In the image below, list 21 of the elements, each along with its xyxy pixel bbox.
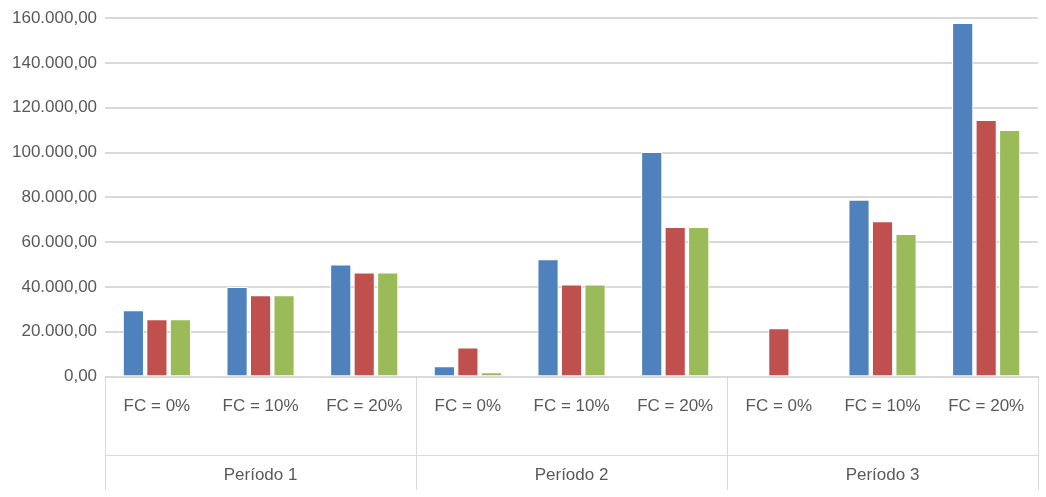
y-tick-label: 100.000,00 — [11, 142, 98, 162]
x-tick-label: FC = 0% — [434, 396, 502, 416]
x-tick-label: FC = 0% — [123, 396, 191, 416]
text: Período 2 — [534, 464, 609, 484]
y-tick-label: 80.000,00 — [21, 187, 98, 207]
y-tick-label: 60.000,00 — [21, 231, 98, 251]
y-tick-label: 120.000,00 — [11, 97, 98, 117]
text: Período 3 — [845, 464, 920, 484]
x-tick-label: FC = 10% — [844, 396, 921, 416]
x-tick-label: FC = 0% — [745, 396, 813, 416]
y-tick-label: 140.000,00 — [11, 52, 98, 72]
y-tick-label: 0,00 — [63, 366, 98, 386]
y-tick-label: 40.000,00 — [21, 276, 98, 296]
y-tick-label: 160.000,00 — [11, 7, 98, 27]
text: Período 1 — [223, 464, 298, 484]
x-tick-label: FC = 20% — [326, 396, 403, 416]
x-tick-label: FC = 10% — [533, 396, 610, 416]
x-tick-label: FC = 20% — [948, 396, 1025, 416]
x-tick-label: FC = 20% — [637, 396, 714, 416]
y-tick-label: 20.000,00 — [21, 321, 98, 341]
x-tick-label: FC = 10% — [222, 396, 299, 416]
